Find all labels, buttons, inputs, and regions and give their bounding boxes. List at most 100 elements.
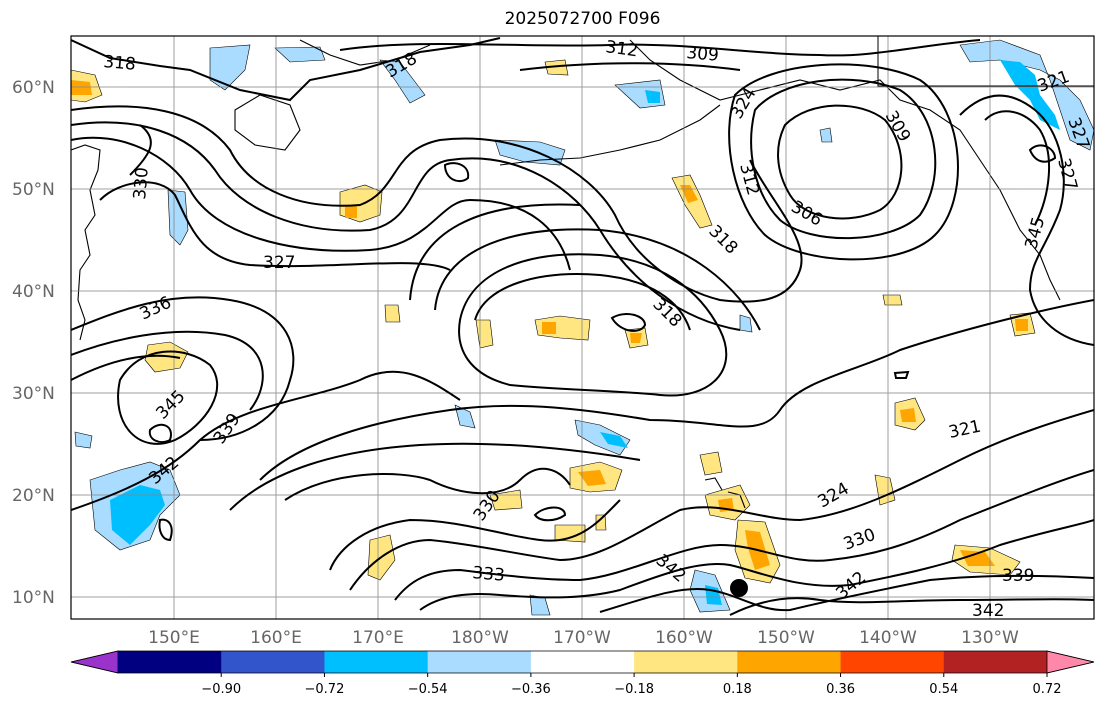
contour-line [434,228,761,331]
colorbar-tick-label: 0.72 [1033,682,1062,697]
contour-line [419,519,1094,611]
blue-shade [274,46,326,63]
colorbar-segment [840,651,945,673]
blue-shade [167,189,189,246]
contour-line [728,63,959,261]
blue-shade [819,127,833,143]
contour-line [71,370,461,511]
colorbar-extend-high [1046,650,1095,674]
lat-label: 50°N [12,180,55,200]
lat-label: 10°N [12,588,55,608]
blue-shade [209,44,251,91]
yellow-shade [554,524,586,543]
lon-label: 130°W [961,628,1019,648]
contour-line [458,253,728,397]
contour-line [284,467,571,501]
orange-shade [578,470,606,486]
contour-line [71,121,741,331]
colorbar-tick-label: −0.90 [201,682,241,697]
yellow-shade [544,59,569,76]
colorbar-segment [427,651,532,673]
contour-line [959,94,1094,346]
colorbar-segment [530,651,635,673]
cyan-shade [110,485,165,545]
colorbar-tick-label: −0.18 [614,682,654,697]
shaded-fields [71,39,1094,616]
lon-label: 150°E [148,628,200,648]
inset-box-outline [877,36,1094,87]
lon-label: 160°E [250,628,302,648]
blue-shade [739,314,753,333]
contour-label: 312 [604,37,639,61]
map-border [70,35,1095,620]
contour-label: 327 [263,253,295,273]
orange-shade [900,408,916,422]
contour-line [729,597,1094,616]
colorbar-segment [118,651,222,673]
contour-label: 309 [686,43,720,66]
orange-shade [542,322,556,334]
contour-line [259,299,1094,481]
yellow-shade [699,451,723,476]
contour-line [984,110,1050,226]
contour-line [71,37,501,102]
blue-shade [494,139,566,166]
contour-line [409,203,581,301]
coastline-alaska [629,39,1061,301]
colorbar-segment [943,651,1048,673]
blue-shade [454,404,476,429]
contour-line [349,409,1094,591]
lon-label: 170°W [553,628,611,648]
colorbar-tick-label: −0.72 [305,682,345,697]
contour-line [777,104,903,220]
storm-center-dot [730,579,748,597]
colorbar: −0.90 −0.72 −0.54 −0.36 −0.18 0.18 0.36 0.54 0.7… [70,650,1095,697]
coastline-aleutians [499,104,721,166]
contour-line [71,354,181,381]
colorbar-tick-label: −0.36 [511,682,551,697]
contour-line [599,574,1094,613]
lat-label: 40°N [12,282,55,302]
latitude-labels: 60°N 50°N 40°N 30°N 20°N 10°N [12,78,55,608]
orange-shade [630,333,642,343]
cyan-shade [600,432,628,448]
orange-shade [960,550,995,566]
lon-label: 140°W [859,628,917,648]
contour-line [750,78,937,240]
colorbar-outline [70,650,1095,674]
yellow-shade [595,514,607,531]
map-title: 2025072700 F096 [504,9,661,29]
coastline-asia [71,144,101,341]
contour-line [1028,144,1057,163]
contour-line [893,370,910,379]
contour-line [117,350,219,445]
contour-label: 333 [472,563,506,586]
lon-label: 180°W [451,628,509,648]
contour-line [129,124,152,176]
contour-line [474,273,691,331]
colorbar-segment [221,651,325,673]
yellow-shade [384,304,401,323]
cyan-shade [1000,60,1060,130]
contour-line [229,442,641,511]
contour-line [71,330,264,411]
contour-line [99,181,451,271]
colorbar-tick-label: 0.36 [826,682,855,697]
contour-line [158,518,173,542]
blue-shade [379,59,426,104]
lon-label: 150°W [757,628,815,648]
contour-line [71,296,295,441]
contour-line [533,506,567,522]
contour-line [148,423,172,443]
contour-line [71,136,571,271]
yellow-shade [882,294,903,306]
colorbar-tick-label: 0.54 [929,682,958,697]
colorbar-segment [324,651,429,673]
longitude-labels: 150°E 160°E 170°E 180°W 170°W 160°W 150°… [148,628,1019,648]
contour-label: 339 [1002,566,1034,586]
cyan-shade [574,419,631,456]
lat-label: 60°N [12,78,55,98]
graticule [71,36,1094,619]
colorbar-tick-label: 0.18 [723,682,752,697]
